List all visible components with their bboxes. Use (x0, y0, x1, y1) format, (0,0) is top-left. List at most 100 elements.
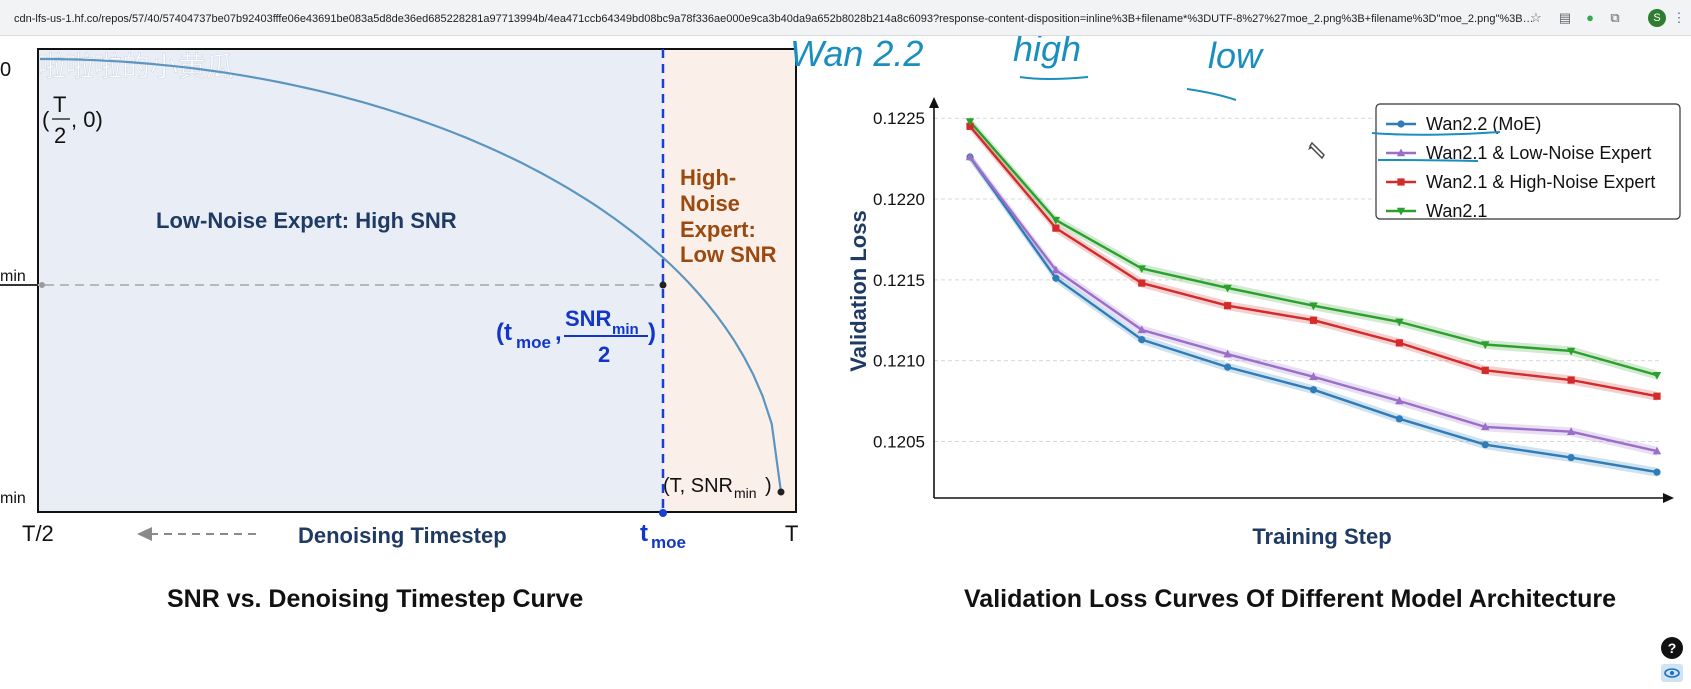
underline-low (1186, 88, 1237, 101)
point-label-start-den: 2 (54, 123, 66, 148)
profile-avatar[interactable]: S (1648, 9, 1666, 27)
low-noise-region (38, 49, 663, 512)
y-label-snr-min: min (0, 490, 26, 507)
marker-series-1-0 (965, 152, 975, 161)
image-viewer: 啦啦啦的小黄瓜 0 min min ( T 2 , 0) Low-Noise E… (0, 28, 1691, 684)
marker-series-3-0 (965, 118, 975, 126)
tmoe-label-sub: moe (516, 333, 551, 352)
puzzle-icon[interactable]: ⧉ (1610, 10, 1620, 25)
chart-title: Validation Loss Curves Of Different Mode… (964, 585, 1616, 613)
x-label-t: T (785, 521, 798, 546)
tmoe-label-den: 2 (598, 342, 610, 367)
chart-y-axis-arrow (929, 97, 939, 108)
marker-series-3-7 (1566, 347, 1576, 356)
kebab-menu-icon[interactable]: ⋮ (1672, 10, 1686, 25)
marker-series-0-6 (1481, 441, 1489, 449)
marker-series-0-5 (1395, 415, 1403, 423)
end-point (777, 488, 785, 496)
marker-series-1-4 (1309, 372, 1318, 380)
high-noise-line-3: Expert: (680, 217, 756, 242)
watermark: 啦啦啦的小黄瓜 (38, 51, 234, 82)
end-label-sub: min (734, 485, 757, 501)
marker-series-0-8 (1653, 468, 1661, 476)
snr-plot: 啦啦啦的小黄瓜 0 min min ( T 2 , 0) Low-Noise E… (0, 48, 798, 613)
marker-series-3-5 (1395, 318, 1404, 327)
high-noise-label: High- Noise Expert: Low SNR (680, 165, 777, 267)
marker-series-1-6 (1481, 422, 1490, 431)
legend-marker-2 (1397, 178, 1405, 186)
marker-series-1-5 (1395, 396, 1404, 405)
snr-half-marker (39, 282, 45, 288)
marker-series-2-6 (1481, 366, 1489, 374)
x-label-tmoe-t: t (640, 520, 648, 547)
snr-plot-frame (37, 48, 797, 513)
y-tick-label-3: 0.1220 (873, 190, 925, 209)
legend-marker-0 (1397, 120, 1405, 128)
marker-series-1-3 (1223, 349, 1232, 358)
chart-y-label: Validation Loss (846, 210, 871, 371)
chart-x-axis-arrow (1663, 493, 1674, 503)
marker-series-2-4 (1309, 316, 1318, 324)
legend-label-3: Wan2.1 (1426, 201, 1487, 221)
chart-legend: Wan2.2 (MoE) Wan2.1 & Low-Noise Expert Wan… (1375, 103, 1681, 221)
point-label-tmoe: (t moe , SNR min 2 ) (496, 306, 656, 367)
legend-label-1: Wan2.1 & Low-Noise Expert (1426, 143, 1651, 163)
marker-series-3-4 (1309, 302, 1318, 311)
point-label-end: (T, SNR min ) (663, 475, 772, 501)
end-label-suffix: ) (765, 475, 772, 497)
marker-series-1-2 (1137, 325, 1146, 334)
marker-series-2-8 (1653, 392, 1661, 400)
figure-canvas: 啦啦啦的小黄瓜 0 min min ( T 2 , 0) Low-Noise E… (0, 28, 1683, 682)
high-noise-line-1: High- (680, 165, 736, 190)
marker-series-2-0 (966, 122, 974, 130)
point-label-start-num: T (53, 92, 66, 117)
y-label-zero: 0 (0, 59, 11, 81)
y-tick-label-1: 0.1210 (873, 352, 925, 371)
y-tick-labels: 0.1205 0.1210 0.1215 0.1220 0.1225 (873, 109, 925, 451)
x-label-t-half: T/2 (22, 521, 54, 546)
legend-label-2: Wan2.1 & High-Noise Expert (1426, 172, 1655, 192)
underline-moe (1371, 131, 1501, 136)
marker-series-2-5 (1395, 339, 1403, 347)
high-noise-line-4: Low SNR (680, 242, 777, 267)
left-arrow-head (137, 527, 152, 541)
marker-series-2-7 (1567, 376, 1575, 384)
marker-series-2-1 (1052, 224, 1060, 232)
marker-series-0-4 (1309, 386, 1318, 394)
y-tick-label-0: 0.1205 (873, 432, 925, 451)
svg-text:?: ? (1668, 640, 1677, 656)
underline-high (1019, 76, 1089, 80)
x-label-tmoe: t moe (640, 520, 686, 552)
x-label-tmoe-sub: moe (651, 533, 686, 552)
legend-box (1375, 103, 1681, 220)
chart-x-label: Training Step (1252, 524, 1391, 549)
extension-green-icon[interactable]: ● (1586, 10, 1594, 25)
y-label-snr-half: min (0, 268, 26, 285)
pen-cursor-icon (1308, 141, 1325, 160)
handwriting-low: low (1208, 36, 1264, 76)
tmoe-label-suffix: ) (648, 319, 656, 346)
address-bar[interactable]: cdn-lfs-us-1.hf.co/repos/57/40/57404737b… (14, 13, 1534, 25)
snr-curve (40, 57, 783, 493)
legend-label-0: Wan2.2 (MoE) (1426, 114, 1541, 134)
star-icon[interactable]: ☆ (1530, 10, 1542, 25)
marker-series-0-2 (1138, 336, 1146, 344)
eye-icon[interactable] (1661, 664, 1683, 682)
document-icon[interactable]: ▤ (1558, 10, 1572, 25)
high-noise-line-2: Noise (680, 191, 740, 216)
marker-series-2-3 (1224, 302, 1232, 310)
point-label-start: ( T 2 , 0) (42, 92, 103, 148)
left-arrow (137, 527, 262, 541)
help-icon[interactable]: ? (1661, 637, 1683, 659)
y-tick-label-4: 0.1225 (873, 109, 925, 128)
tmoe-point (659, 281, 667, 289)
series-markers (965, 118, 1662, 476)
marker-series-3-3 (1223, 284, 1232, 293)
handwriting-wan22: Wan 2.2 (790, 36, 923, 74)
marker-series-0-7 (1567, 454, 1575, 462)
validation-loss-chart: 0.1205 0.1210 0.1215 0.1220 0.1225 Validatio… (846, 97, 1681, 613)
underline-low-noise (1377, 159, 1479, 162)
tmoe-label-num: SNR (565, 306, 612, 331)
end-label-text: (T, SNR (663, 475, 733, 497)
marker-series-3-6 (1481, 341, 1490, 349)
